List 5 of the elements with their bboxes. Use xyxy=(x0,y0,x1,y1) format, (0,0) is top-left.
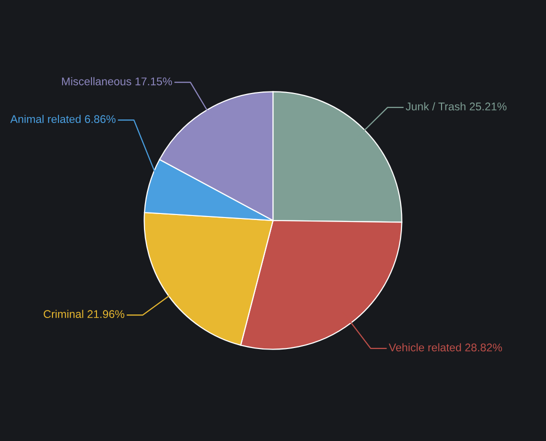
slice-label: Criminal 21.96% xyxy=(44,310,124,318)
slice-label: Miscellaneous 17.15% xyxy=(62,77,172,86)
slice-label: Vehicle related 28.82% xyxy=(388,343,502,352)
slice-label: Junk / Trash 25.21% xyxy=(406,102,506,110)
slice-label: Animal related 6.86% xyxy=(10,114,116,124)
